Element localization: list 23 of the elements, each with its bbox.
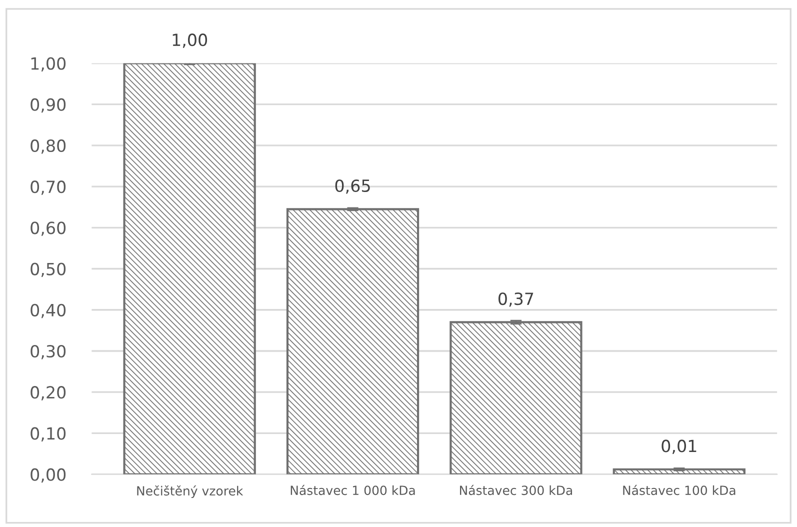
y-tick-label: 0,50 — [30, 262, 66, 278]
x-tick-label: Nečištěný vzorek — [137, 485, 244, 498]
x-tick-label: Nástavec 1 000 kDa — [290, 484, 415, 496]
data-label: 0,01 — [662, 440, 696, 454]
bar — [450, 321, 582, 474]
data-label: 0,65 — [335, 179, 370, 194]
bar — [286, 208, 420, 474]
y-tick-label: 0,20 — [30, 386, 66, 400]
y-tick-label: 0,10 — [30, 427, 66, 442]
y-tick-label: 0,40 — [30, 304, 66, 318]
x-tick-label: Nástavec 100 kDa — [623, 484, 736, 496]
bar — [123, 63, 256, 474]
y-tick-label: 0,30 — [30, 344, 66, 360]
data-label: 0,37 — [498, 292, 534, 307]
y-tick-label: 0,00 — [30, 468, 66, 483]
y-tick-label: 1,00 — [31, 57, 66, 72]
bar — [612, 468, 746, 474]
y-tick-label: 0,80 — [30, 139, 66, 154]
y-tick-label: 0,70 — [30, 180, 66, 195]
data-label: 1,00 — [172, 34, 208, 48]
y-tick-label: 0,60 — [30, 222, 66, 236]
x-tick-label: Nástavec 300 kDa — [460, 484, 572, 496]
y-tick-label: 0,90 — [30, 98, 66, 113]
